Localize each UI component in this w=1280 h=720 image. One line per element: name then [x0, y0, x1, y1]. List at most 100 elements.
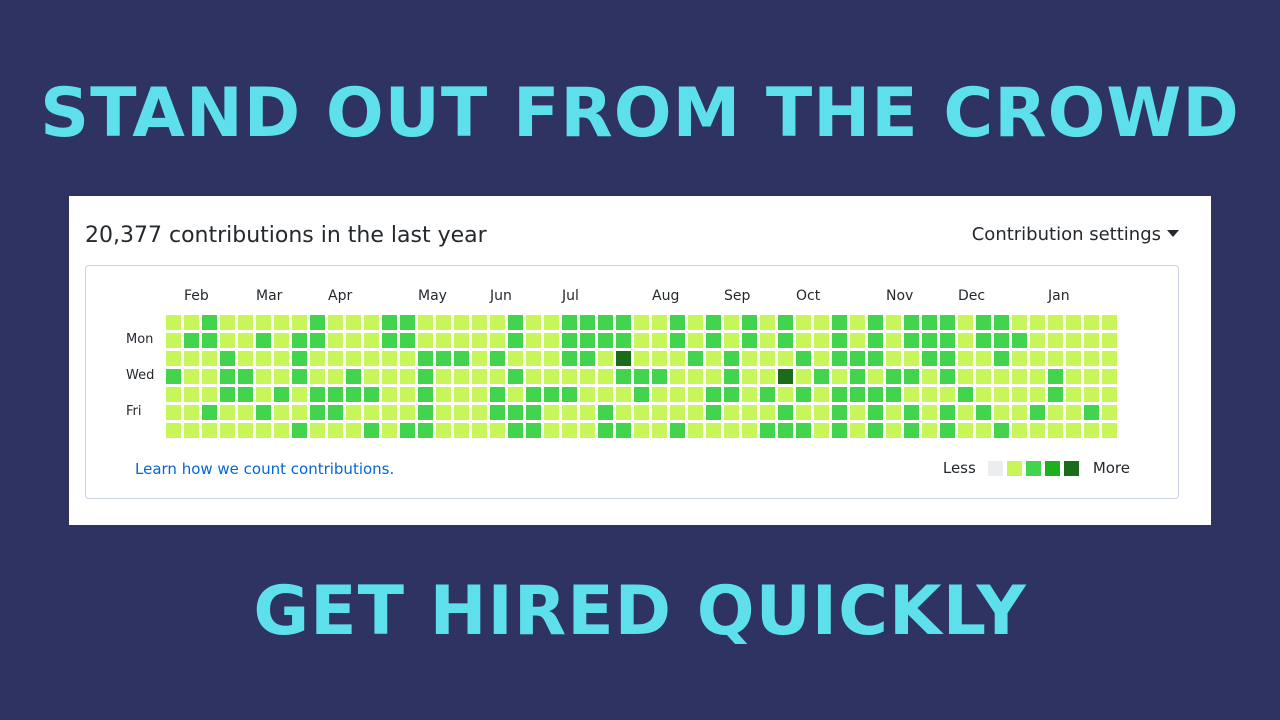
- contribution-day-cell[interactable]: [670, 333, 685, 348]
- contribution-day-cell[interactable]: [940, 351, 955, 366]
- contribution-day-cell[interactable]: [994, 405, 1009, 420]
- contribution-day-cell[interactable]: [796, 369, 811, 384]
- contribution-day-cell[interactable]: [1030, 333, 1045, 348]
- contribution-day-cell[interactable]: [364, 405, 379, 420]
- contribution-day-cell[interactable]: [1030, 315, 1045, 330]
- contribution-day-cell[interactable]: [724, 333, 739, 348]
- contribution-day-cell[interactable]: [454, 405, 469, 420]
- contribution-day-cell[interactable]: [1066, 369, 1081, 384]
- contribution-day-cell[interactable]: [1102, 369, 1117, 384]
- contribution-day-cell[interactable]: [1102, 423, 1117, 438]
- contribution-day-cell[interactable]: [688, 351, 703, 366]
- contribution-day-cell[interactable]: [976, 333, 991, 348]
- contribution-day-cell[interactable]: [508, 423, 523, 438]
- contribution-day-cell[interactable]: [832, 423, 847, 438]
- contribution-day-cell[interactable]: [256, 351, 271, 366]
- contribution-day-cell[interactable]: [202, 387, 217, 402]
- contribution-day-cell[interactable]: [958, 315, 973, 330]
- contribution-day-cell[interactable]: [832, 333, 847, 348]
- contribution-day-cell[interactable]: [400, 315, 415, 330]
- contribution-day-cell[interactable]: [994, 387, 1009, 402]
- contribution-day-cell[interactable]: [526, 405, 541, 420]
- contribution-day-cell[interactable]: [868, 423, 883, 438]
- contribution-day-cell[interactable]: [958, 387, 973, 402]
- contribution-day-cell[interactable]: [994, 351, 1009, 366]
- contribution-day-cell[interactable]: [346, 369, 361, 384]
- contribution-day-cell[interactable]: [1066, 423, 1081, 438]
- contribution-day-cell[interactable]: [814, 333, 829, 348]
- contribution-day-cell[interactable]: [526, 423, 541, 438]
- contribution-day-cell[interactable]: [1102, 333, 1117, 348]
- contribution-day-cell[interactable]: [652, 315, 667, 330]
- contribution-day-cell[interactable]: [364, 369, 379, 384]
- contribution-day-cell[interactable]: [976, 369, 991, 384]
- contribution-day-cell[interactable]: [904, 423, 919, 438]
- contribution-day-cell[interactable]: [688, 315, 703, 330]
- contribution-day-cell[interactable]: [868, 333, 883, 348]
- contribution-day-cell[interactable]: [634, 369, 649, 384]
- contribution-day-cell[interactable]: [1084, 405, 1099, 420]
- contribution-day-cell[interactable]: [1030, 387, 1045, 402]
- contribution-day-cell[interactable]: [814, 369, 829, 384]
- contribution-day-cell[interactable]: [202, 351, 217, 366]
- contribution-day-cell[interactable]: [1012, 423, 1027, 438]
- contribution-day-cell[interactable]: [364, 351, 379, 366]
- contribution-day-cell[interactable]: [472, 351, 487, 366]
- contribution-day-cell[interactable]: [562, 405, 577, 420]
- contribution-day-cell[interactable]: [580, 423, 595, 438]
- contribution-day-cell[interactable]: [220, 387, 235, 402]
- contribution-day-cell[interactable]: [850, 351, 865, 366]
- contribution-day-cell[interactable]: [796, 405, 811, 420]
- contribution-day-cell[interactable]: [904, 351, 919, 366]
- contribution-day-cell[interactable]: [436, 315, 451, 330]
- contribution-day-cell[interactable]: [292, 387, 307, 402]
- contribution-day-cell[interactable]: [220, 423, 235, 438]
- contribution-day-cell[interactable]: [256, 387, 271, 402]
- contribution-day-cell[interactable]: [310, 351, 325, 366]
- contribution-day-cell[interactable]: [490, 369, 505, 384]
- contribution-day-cell[interactable]: [1102, 387, 1117, 402]
- contribution-day-cell[interactable]: [1066, 351, 1081, 366]
- contribution-day-cell[interactable]: [832, 351, 847, 366]
- contribution-day-cell[interactable]: [1102, 405, 1117, 420]
- contribution-day-cell[interactable]: [1048, 423, 1063, 438]
- contribution-day-cell[interactable]: [526, 387, 541, 402]
- contribution-day-cell[interactable]: [166, 315, 181, 330]
- contribution-day-cell[interactable]: [490, 387, 505, 402]
- contribution-day-cell[interactable]: [292, 333, 307, 348]
- contribution-day-cell[interactable]: [940, 315, 955, 330]
- contribution-day-cell[interactable]: [508, 369, 523, 384]
- contribution-day-cell[interactable]: [364, 423, 379, 438]
- contribution-day-cell[interactable]: [724, 351, 739, 366]
- contribution-day-cell[interactable]: [940, 387, 955, 402]
- contribution-day-cell[interactable]: [256, 315, 271, 330]
- contribution-day-cell[interactable]: [562, 315, 577, 330]
- contribution-day-cell[interactable]: [292, 315, 307, 330]
- contribution-day-cell[interactable]: [832, 405, 847, 420]
- contribution-day-cell[interactable]: [1048, 315, 1063, 330]
- contribution-day-cell[interactable]: [742, 351, 757, 366]
- contribution-day-cell[interactable]: [508, 351, 523, 366]
- contribution-day-cell[interactable]: [724, 369, 739, 384]
- contribution-day-cell[interactable]: [364, 387, 379, 402]
- contribution-day-cell[interactable]: [904, 405, 919, 420]
- contribution-day-cell[interactable]: [760, 423, 775, 438]
- contribution-day-cell[interactable]: [580, 351, 595, 366]
- contribution-day-cell[interactable]: [328, 315, 343, 330]
- contribution-day-cell[interactable]: [310, 405, 325, 420]
- contribution-day-cell[interactable]: [436, 369, 451, 384]
- contribution-day-cell[interactable]: [850, 333, 865, 348]
- contribution-day-cell[interactable]: [1030, 351, 1045, 366]
- contribution-day-cell[interactable]: [832, 315, 847, 330]
- contribution-day-cell[interactable]: [886, 387, 901, 402]
- contribution-day-cell[interactable]: [598, 369, 613, 384]
- contribution-day-cell[interactable]: [922, 423, 937, 438]
- contribution-day-cell[interactable]: [580, 387, 595, 402]
- contribution-day-cell[interactable]: [814, 351, 829, 366]
- contribution-day-cell[interactable]: [472, 423, 487, 438]
- contribution-day-cell[interactable]: [850, 315, 865, 330]
- contribution-day-cell[interactable]: [634, 315, 649, 330]
- contribution-day-cell[interactable]: [688, 369, 703, 384]
- contribution-day-cell[interactable]: [922, 315, 937, 330]
- contribution-day-cell[interactable]: [580, 405, 595, 420]
